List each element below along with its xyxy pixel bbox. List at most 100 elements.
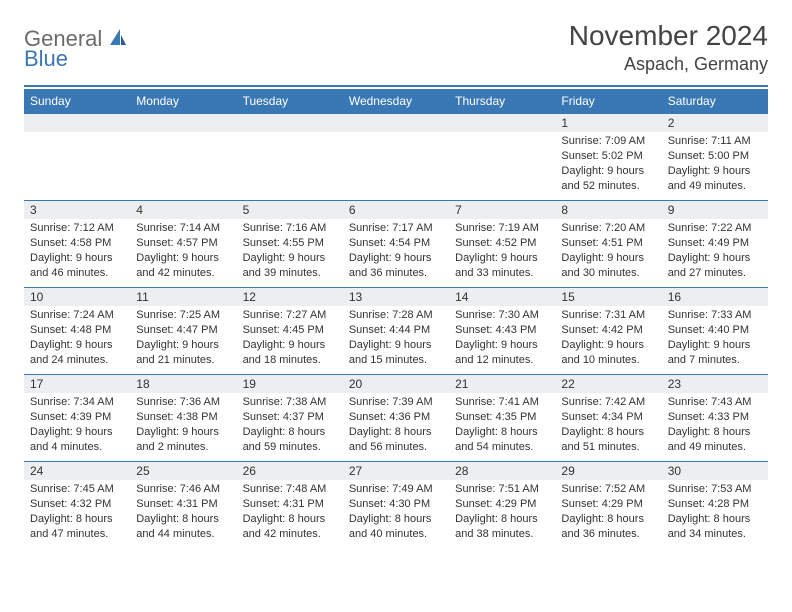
day-content: Sunrise: 7:49 AMSunset: 4:30 PMDaylight:… [343, 480, 449, 545]
sunrise-text: Sunrise: 7:27 AM [243, 308, 337, 323]
sunset-text: Sunset: 4:58 PM [30, 236, 124, 251]
day-number: 3 [24, 201, 130, 219]
daylight-text-2: and 36 minutes. [349, 266, 443, 281]
sunrise-text: Sunrise: 7:39 AM [349, 395, 443, 410]
daylight-text-1: Daylight: 9 hours [668, 164, 762, 179]
daylight-text-1: Daylight: 9 hours [455, 338, 549, 353]
day-number: 21 [449, 375, 555, 393]
sunrise-text: Sunrise: 7:48 AM [243, 482, 337, 497]
calendar-cell: 7Sunrise: 7:19 AMSunset: 4:52 PMDaylight… [449, 201, 555, 288]
sunset-text: Sunset: 4:28 PM [668, 497, 762, 512]
day-content: Sunrise: 7:52 AMSunset: 4:29 PMDaylight:… [555, 480, 661, 545]
day-number [449, 114, 555, 132]
calendar-cell: 17Sunrise: 7:34 AMSunset: 4:39 PMDayligh… [24, 375, 130, 462]
day-content: Sunrise: 7:14 AMSunset: 4:57 PMDaylight:… [130, 219, 236, 284]
day-header: Sunday [24, 89, 130, 114]
sunrise-text: Sunrise: 7:31 AM [561, 308, 655, 323]
day-number: 26 [237, 462, 343, 480]
sunrise-text: Sunrise: 7:17 AM [349, 221, 443, 236]
daylight-text-1: Daylight: 8 hours [455, 512, 549, 527]
calendar-cell: 4Sunrise: 7:14 AMSunset: 4:57 PMDaylight… [130, 201, 236, 288]
logo-sail-icon [108, 27, 128, 52]
day-content [237, 132, 343, 138]
sunrise-text: Sunrise: 7:45 AM [30, 482, 124, 497]
calendar-cell: 22Sunrise: 7:42 AMSunset: 4:34 PMDayligh… [555, 375, 661, 462]
daylight-text-2: and 2 minutes. [136, 440, 230, 455]
daylight-text-1: Daylight: 9 hours [455, 251, 549, 266]
day-number [24, 114, 130, 132]
daylight-text-1: Daylight: 9 hours [30, 338, 124, 353]
daylight-text-2: and 44 minutes. [136, 527, 230, 542]
sunrise-text: Sunrise: 7:52 AM [561, 482, 655, 497]
day-number: 15 [555, 288, 661, 306]
calendar-row: 17Sunrise: 7:34 AMSunset: 4:39 PMDayligh… [24, 375, 768, 462]
day-content: Sunrise: 7:39 AMSunset: 4:36 PMDaylight:… [343, 393, 449, 458]
sunset-text: Sunset: 4:47 PM [136, 323, 230, 338]
day-content: Sunrise: 7:41 AMSunset: 4:35 PMDaylight:… [449, 393, 555, 458]
day-content: Sunrise: 7:28 AMSunset: 4:44 PMDaylight:… [343, 306, 449, 371]
day-header-row: SundayMondayTuesdayWednesdayThursdayFrid… [24, 89, 768, 114]
day-number: 30 [662, 462, 768, 480]
daylight-text-1: Daylight: 9 hours [136, 338, 230, 353]
day-number: 13 [343, 288, 449, 306]
sunrise-text: Sunrise: 7:42 AM [561, 395, 655, 410]
day-content: Sunrise: 7:53 AMSunset: 4:28 PMDaylight:… [662, 480, 768, 545]
daylight-text-2: and 15 minutes. [349, 353, 443, 368]
calendar-cell: 18Sunrise: 7:36 AMSunset: 4:38 PMDayligh… [130, 375, 236, 462]
sunset-text: Sunset: 4:49 PM [668, 236, 762, 251]
day-number: 29 [555, 462, 661, 480]
calendar-cell: 29Sunrise: 7:52 AMSunset: 4:29 PMDayligh… [555, 462, 661, 549]
calendar-cell [130, 114, 236, 201]
day-content: Sunrise: 7:24 AMSunset: 4:48 PMDaylight:… [24, 306, 130, 371]
calendar-cell: 28Sunrise: 7:51 AMSunset: 4:29 PMDayligh… [449, 462, 555, 549]
sunrise-text: Sunrise: 7:11 AM [668, 134, 762, 149]
calendar-body: 1Sunrise: 7:09 AMSunset: 5:02 PMDaylight… [24, 114, 768, 549]
daylight-text-1: Daylight: 9 hours [30, 425, 124, 440]
day-content: Sunrise: 7:09 AMSunset: 5:02 PMDaylight:… [555, 132, 661, 197]
daylight-text-2: and 42 minutes. [136, 266, 230, 281]
calendar-cell: 23Sunrise: 7:43 AMSunset: 4:33 PMDayligh… [662, 375, 768, 462]
day-number: 10 [24, 288, 130, 306]
sunset-text: Sunset: 4:29 PM [561, 497, 655, 512]
calendar-cell [449, 114, 555, 201]
sunset-text: Sunset: 4:43 PM [455, 323, 549, 338]
daylight-text-1: Daylight: 9 hours [136, 425, 230, 440]
calendar-table: SundayMondayTuesdayWednesdayThursdayFrid… [24, 89, 768, 549]
daylight-text-2: and 18 minutes. [243, 353, 337, 368]
logo-word2: Blue [24, 46, 68, 71]
calendar-cell: 25Sunrise: 7:46 AMSunset: 4:31 PMDayligh… [130, 462, 236, 549]
daylight-text-1: Daylight: 9 hours [243, 338, 337, 353]
sunrise-text: Sunrise: 7:12 AM [30, 221, 124, 236]
sunset-text: Sunset: 4:48 PM [30, 323, 124, 338]
daylight-text-1: Daylight: 8 hours [30, 512, 124, 527]
daylight-text-2: and 49 minutes. [668, 179, 762, 194]
sunrise-text: Sunrise: 7:14 AM [136, 221, 230, 236]
sunrise-text: Sunrise: 7:43 AM [668, 395, 762, 410]
calendar-cell: 2Sunrise: 7:11 AMSunset: 5:00 PMDaylight… [662, 114, 768, 201]
day-number: 28 [449, 462, 555, 480]
sunrise-text: Sunrise: 7:53 AM [668, 482, 762, 497]
day-content: Sunrise: 7:31 AMSunset: 4:42 PMDaylight:… [555, 306, 661, 371]
logo-line2: Blue [24, 46, 68, 72]
daylight-text-1: Daylight: 8 hours [243, 512, 337, 527]
day-number: 5 [237, 201, 343, 219]
daylight-text-2: and 10 minutes. [561, 353, 655, 368]
daylight-text-2: and 36 minutes. [561, 527, 655, 542]
calendar-cell: 16Sunrise: 7:33 AMSunset: 4:40 PMDayligh… [662, 288, 768, 375]
sunrise-text: Sunrise: 7:09 AM [561, 134, 655, 149]
day-number: 12 [237, 288, 343, 306]
calendar-cell [237, 114, 343, 201]
day-number [237, 114, 343, 132]
daylight-text-1: Daylight: 8 hours [668, 425, 762, 440]
day-content [449, 132, 555, 138]
sunset-text: Sunset: 4:30 PM [349, 497, 443, 512]
day-content: Sunrise: 7:42 AMSunset: 4:34 PMDaylight:… [555, 393, 661, 458]
calendar-cell: 12Sunrise: 7:27 AMSunset: 4:45 PMDayligh… [237, 288, 343, 375]
calendar-cell: 6Sunrise: 7:17 AMSunset: 4:54 PMDaylight… [343, 201, 449, 288]
sunset-text: Sunset: 4:40 PM [668, 323, 762, 338]
calendar-row: 1Sunrise: 7:09 AMSunset: 5:02 PMDaylight… [24, 114, 768, 201]
day-number: 2 [662, 114, 768, 132]
day-number: 7 [449, 201, 555, 219]
day-number: 1 [555, 114, 661, 132]
sunset-text: Sunset: 4:36 PM [349, 410, 443, 425]
